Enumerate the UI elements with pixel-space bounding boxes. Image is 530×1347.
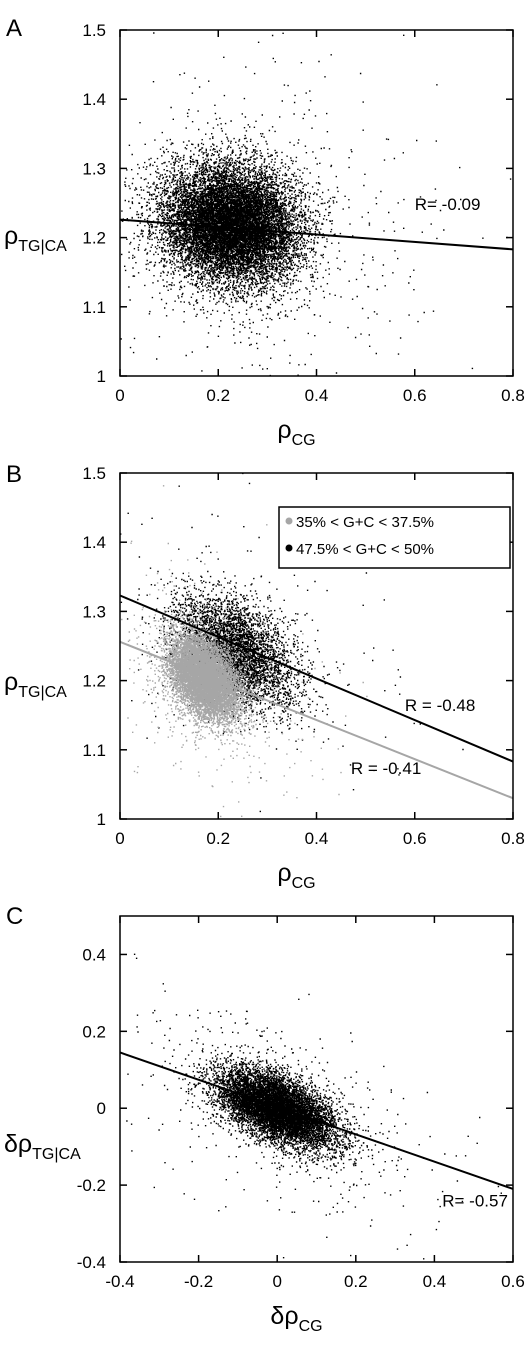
y-axis-label-subscript: TG|CA — [32, 1146, 81, 1163]
y-tick-label: 1.1 — [82, 298, 106, 317]
y-axis-label: ρTG|CA — [4, 222, 67, 255]
y-axis-label-subscript: TG|CA — [18, 238, 67, 255]
x-tick-label: 0.4 — [305, 829, 329, 848]
y-tick-label: 1.3 — [82, 602, 106, 621]
x-axis-label-subscript: CG — [299, 1318, 323, 1335]
data-points — [120, 473, 464, 819]
x-tick-label: 0.2 — [206, 386, 230, 405]
x-tick-label: 0.8 — [501, 386, 525, 405]
y-axis-label-symbol: ρ — [4, 668, 18, 696]
y-tick-label: 0 — [97, 1099, 106, 1118]
correlation-annotation-0: R= -0.57 — [442, 1191, 508, 1210]
scatter-points-cloud — [126, 953, 502, 1260]
y-axis-label: ρTG|CA — [4, 668, 67, 701]
regression-line-0 — [119, 594, 514, 763]
data-points — [120, 32, 512, 376]
plot-frame — [119, 915, 514, 1263]
data-points — [126, 953, 502, 1260]
y-axis-label-symbol: δρ — [4, 1130, 32, 1158]
x-axis-label-symbol: δρ — [270, 1302, 298, 1330]
scatter-points-series-0 — [120, 473, 464, 819]
regression-line-0 — [119, 218, 514, 251]
scatter-points-cloud — [120, 32, 512, 376]
panel-letter-c: C — [6, 903, 23, 930]
x-axis-label-symbol: ρ — [277, 859, 291, 887]
y-tick-label: 1 — [97, 810, 106, 829]
x-tick-label: 0 — [272, 1272, 281, 1291]
regression-line-1 — [119, 640, 514, 800]
y-tick-label: 1.2 — [82, 672, 106, 691]
x-tick-label: 0 — [115, 829, 124, 848]
y-axis-label-symbol: ρ — [4, 222, 18, 250]
y-tick-label: 0.4 — [82, 945, 106, 964]
y-tick-label: 1.5 — [82, 21, 106, 40]
x-tick-label: 0.6 — [403, 386, 427, 405]
x-tick-label: -0.4 — [105, 1272, 134, 1291]
y-axis-label-subscript: TG|CA — [18, 684, 67, 701]
y-tick-label: 1.1 — [82, 741, 106, 760]
x-tick-label: 0.2 — [206, 829, 230, 848]
x-axis-label: δρCG — [270, 1302, 322, 1335]
x-tick-label: 0.4 — [423, 1272, 447, 1291]
correlation-annotation-1: R = -0.41 — [351, 759, 421, 778]
x-axis-label-subscript: CG — [292, 432, 316, 449]
y-tick-label: 1 — [97, 367, 106, 386]
legend: 35% < G+C < 37.5% 47.5% < G+C < 50% — [278, 506, 511, 569]
y-tick-label: 1.4 — [82, 90, 106, 109]
regression-line-0 — [119, 1051, 514, 1190]
y-tick-label: 1.2 — [82, 229, 106, 248]
legend-marker-gray — [285, 517, 293, 525]
y-tick-label: 1.5 — [82, 464, 106, 483]
x-tick-label: 0.2 — [344, 1272, 368, 1291]
correlation-annotation-0: R = -0.48 — [405, 696, 475, 715]
x-tick-label: 0.6 — [501, 1272, 525, 1291]
x-axis-label-symbol: ρ — [277, 416, 291, 444]
x-tick-label: 0 — [115, 386, 124, 405]
y-tick-label: -0.4 — [77, 1253, 106, 1272]
legend-marker-black — [285, 544, 293, 552]
x-tick-label: 0.4 — [305, 386, 329, 405]
panel-c-scatter-plot: -0.4 -0.2 0 0.2 0.4 0.6-0.4-0.200.20.4δρCGδρT… — [4, 915, 525, 1335]
x-axis-label-subscript: CG — [292, 875, 316, 892]
panel-letter-b: B — [6, 461, 22, 488]
panel-b-scatter-plot: 0 0.2 0.4 0.6 0.811.11.21.31.41.5ρCGρTG|CAR … — [4, 464, 525, 892]
x-tick-label: 0.6 — [403, 829, 427, 848]
legend-label-black: 47.5% < G+C < 50% — [296, 541, 434, 558]
y-axis-label: δρTG|CA — [4, 1130, 81, 1163]
y-tick-label: 1.3 — [82, 159, 106, 178]
y-tick-label: -0.2 — [77, 1176, 106, 1195]
y-tick-label: 0.2 — [82, 1022, 106, 1041]
panel-a-scatter-plot: 0 0.2 0.4 0.6 0.811.11.21.31.41.5ρCGρTG|CAR=… — [4, 21, 525, 449]
legend-box — [278, 506, 511, 569]
x-tick-label: -0.2 — [184, 1272, 213, 1291]
y-tick-label: 1.4 — [82, 533, 106, 552]
x-tick-label: 0.8 — [501, 829, 525, 848]
x-axis-label: ρCG — [277, 416, 315, 449]
x-axis-label: ρCG — [277, 859, 315, 892]
panel-letter-a: A — [6, 15, 22, 42]
correlation-annotation-0: R= -0.09 — [415, 195, 481, 214]
legend-label-gray: 35% < G+C < 37.5% — [296, 514, 434, 531]
